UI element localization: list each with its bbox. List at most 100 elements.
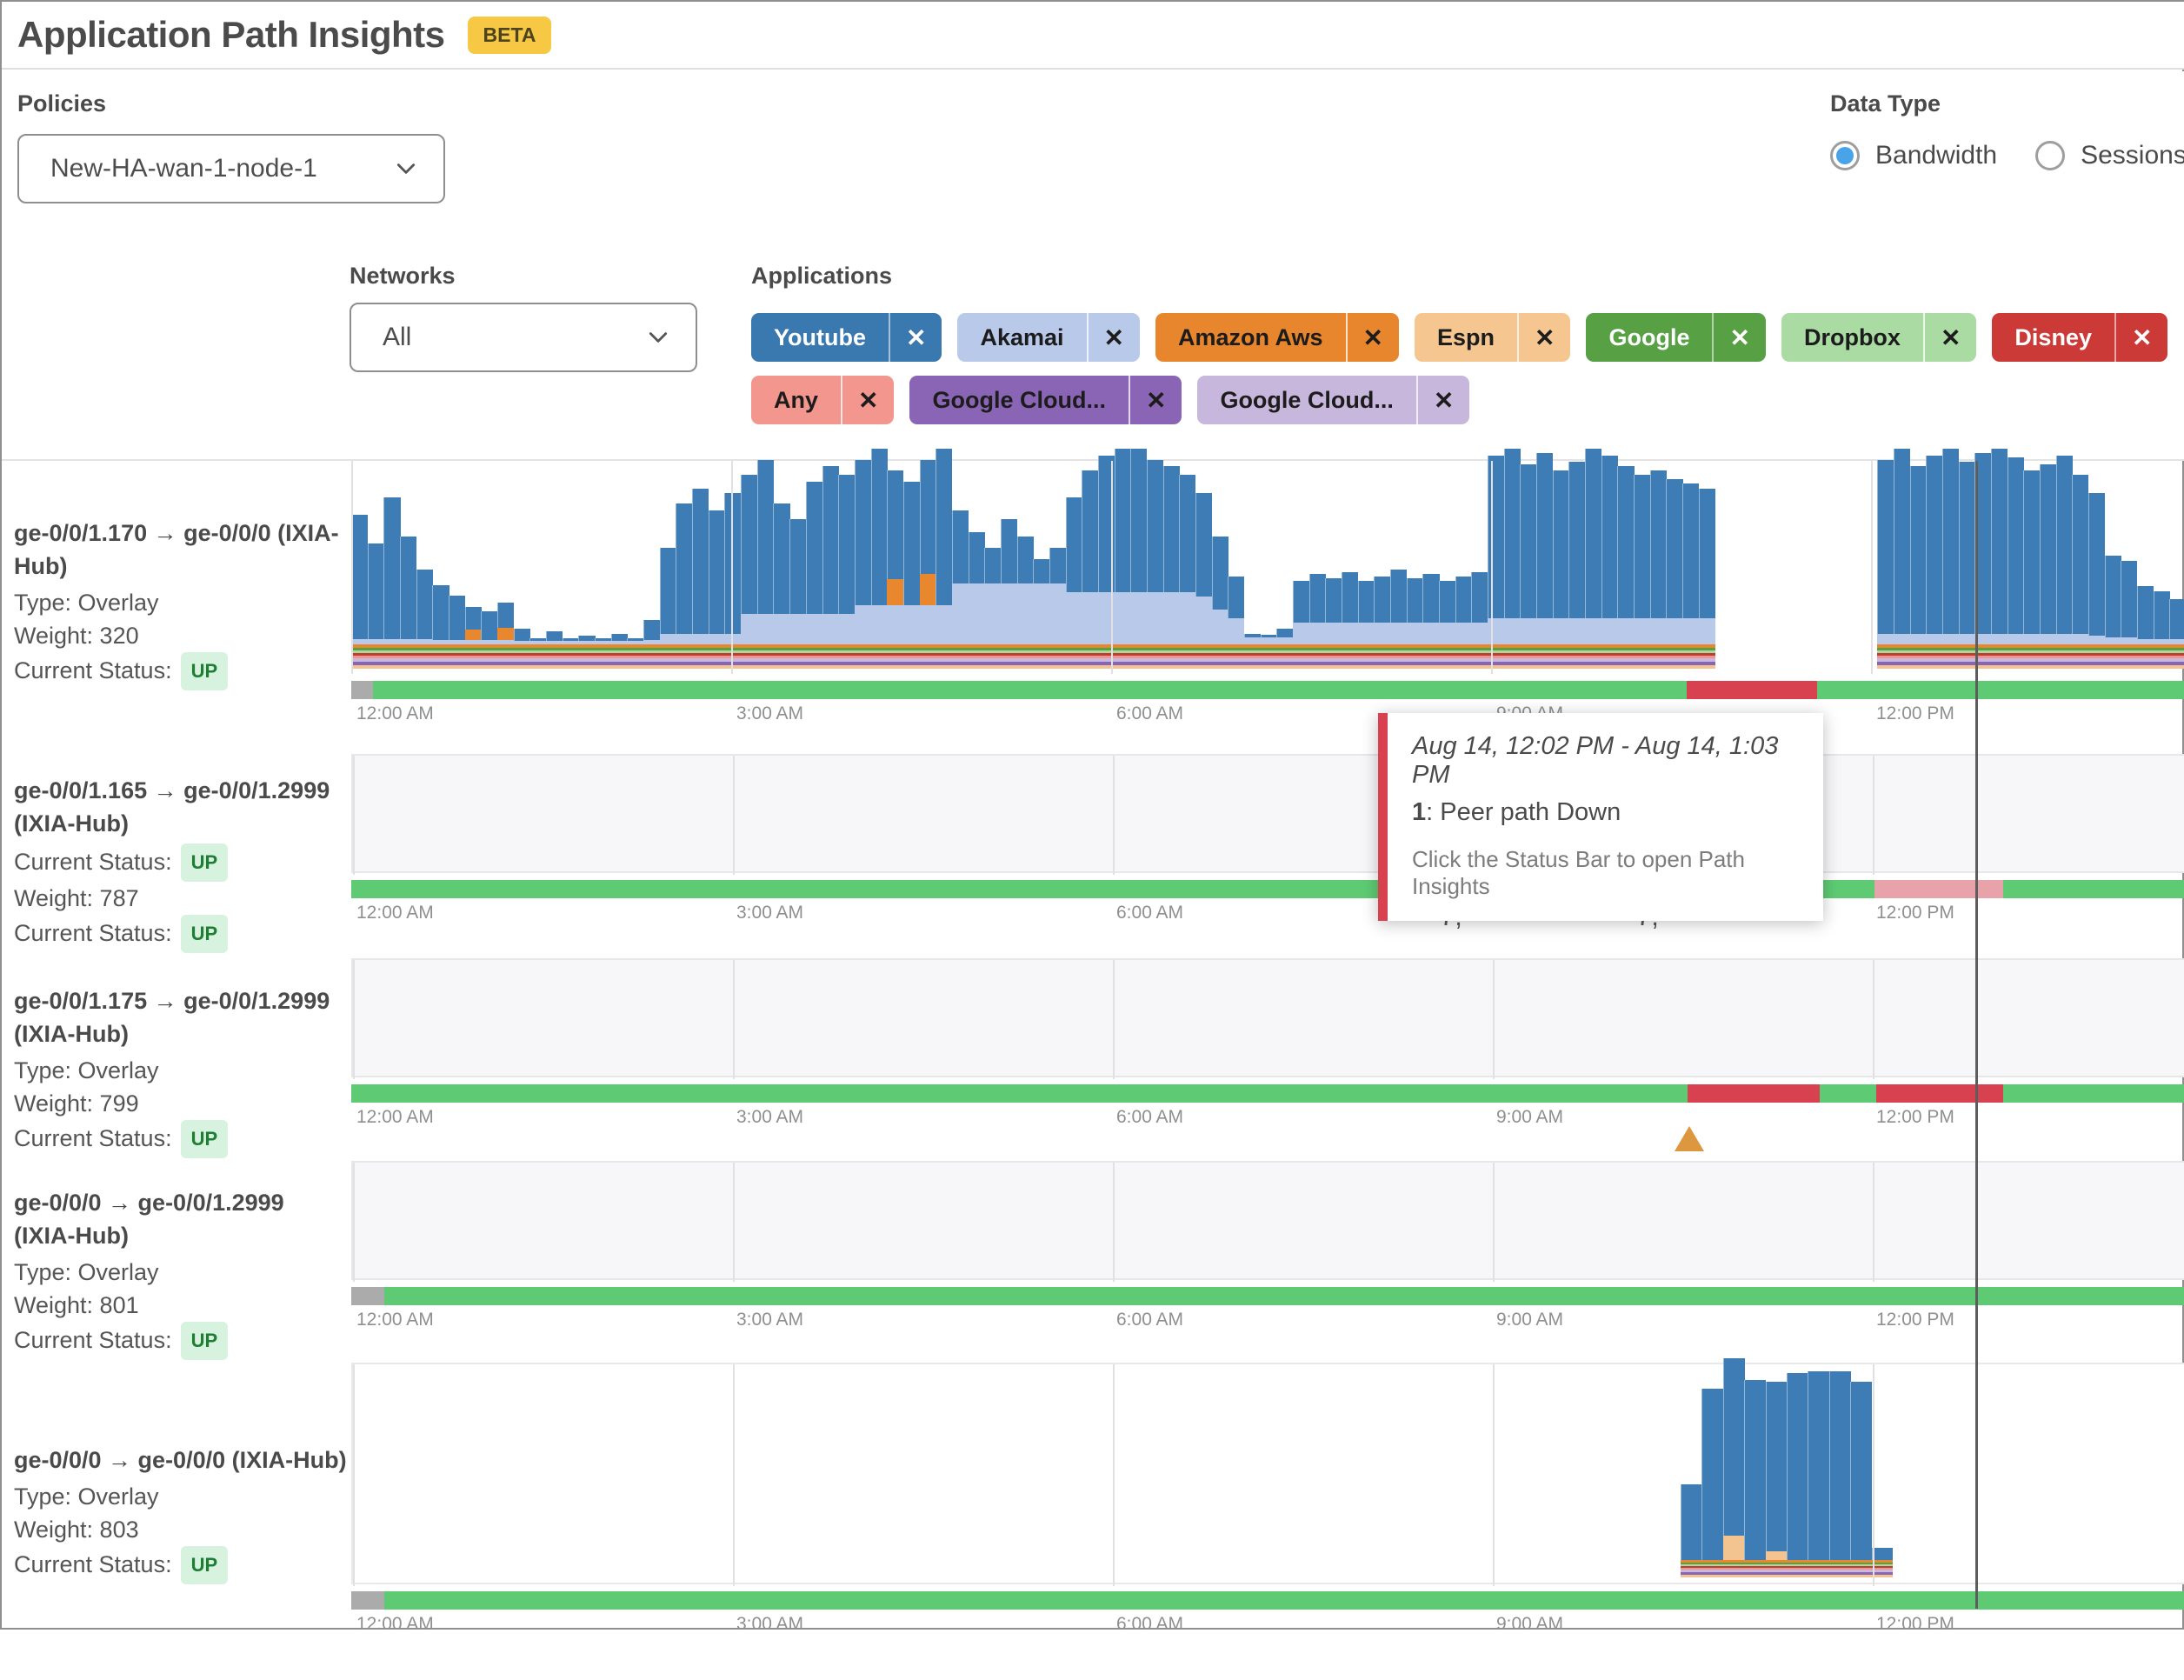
status-segment-green[interactable] — [373, 681, 1687, 699]
stacked-bar[interactable] — [1211, 537, 1228, 669]
stacked-bar[interactable] — [1228, 577, 1245, 669]
stacked-bar[interactable] — [887, 470, 904, 669]
stacked-bar[interactable] — [2007, 457, 2024, 669]
path-status-bar[interactable] — [351, 880, 2184, 898]
stacked-bar[interactable] — [870, 449, 888, 669]
sessions-radio[interactable] — [2035, 141, 2066, 170]
stacked-bar[interactable] — [919, 460, 936, 669]
stacked-bar[interactable] — [1958, 462, 1975, 669]
stacked-bar[interactable] — [1722, 1358, 1745, 1577]
application-chip-google[interactable]: Google ✕ — [1586, 313, 1766, 362]
stacked-bar[interactable] — [1325, 578, 1342, 669]
stacked-bar[interactable] — [1698, 489, 1715, 669]
stacked-bar[interactable] — [464, 607, 482, 669]
stacked-bar[interactable] — [1455, 577, 1472, 669]
policy-select[interactable]: New-HA-wan-1-node-1 — [17, 134, 445, 203]
stacked-bar[interactable] — [1520, 464, 1537, 669]
stacked-bar[interactable] — [1744, 1380, 1767, 1577]
stacked-bar[interactable] — [822, 466, 839, 669]
stacked-bar[interactable] — [1033, 559, 1050, 669]
stacked-bar[interactable] — [1601, 456, 1618, 669]
stacked-bar[interactable] — [578, 636, 596, 669]
stacked-bar[interactable] — [1000, 519, 1018, 669]
stacked-bar[interactable] — [1503, 449, 1521, 669]
stacked-bar[interactable] — [1114, 449, 1131, 669]
stacked-bar[interactable] — [1016, 537, 1034, 669]
stacked-bar[interactable] — [1893, 449, 1911, 669]
status-segment-green[interactable] — [2003, 1084, 2184, 1103]
stacked-bar[interactable] — [1552, 470, 1569, 669]
stacked-bar[interactable] — [1065, 497, 1082, 669]
stacked-bar[interactable] — [676, 503, 693, 669]
status-segment-green[interactable] — [384, 1287, 2184, 1305]
stacked-bar[interactable] — [1585, 449, 1602, 669]
stacked-bar[interactable] — [367, 543, 384, 669]
stacked-bar[interactable] — [351, 515, 369, 669]
stacked-bar[interactable] — [1082, 470, 1099, 669]
status-segment-red[interactable] — [1687, 681, 1817, 699]
bandwidth-plot[interactable] — [351, 449, 2184, 674]
stacked-bar[interactable] — [789, 519, 807, 669]
stacked-bar[interactable] — [2023, 470, 2041, 669]
stacked-bar[interactable] — [1260, 635, 1277, 669]
stacked-bar[interactable] — [1666, 479, 1683, 669]
stacked-bar[interactable] — [2104, 556, 2121, 669]
status-segment-gray[interactable] — [351, 1591, 384, 1610]
stacked-bar[interactable] — [400, 537, 417, 669]
status-segment-green[interactable] — [351, 880, 1688, 898]
stacked-bar[interactable] — [1342, 572, 1359, 669]
stacked-bar[interactable] — [2136, 586, 2154, 669]
stacked-bar[interactable] — [1828, 1371, 1851, 1577]
event-triangle-marker[interactable] — [1675, 1126, 1704, 1151]
stacked-bar[interactable] — [1850, 1382, 1873, 1577]
stacked-bar[interactable] — [627, 638, 644, 669]
stacked-bar[interactable] — [1765, 1382, 1788, 1577]
networks-select[interactable]: All — [350, 303, 697, 372]
chip-remove-icon[interactable]: ✕ — [1345, 313, 1399, 362]
path-status-bar[interactable] — [351, 1084, 2184, 1103]
stacked-bar[interactable] — [562, 638, 579, 669]
stacked-bar[interactable] — [951, 510, 969, 669]
stacked-bar[interactable] — [1701, 1389, 1724, 1577]
application-chip-akamai[interactable]: Akamai ✕ — [957, 313, 1140, 362]
chip-remove-icon[interactable]: ✕ — [1712, 313, 1765, 362]
stacked-bar[interactable] — [2087, 493, 2106, 669]
path-status-bar[interactable] — [351, 681, 2184, 699]
chip-remove-icon[interactable]: ✕ — [1415, 376, 1469, 424]
status-segment-pink[interactable] — [1874, 880, 2003, 898]
stacked-bar[interactable] — [1276, 629, 1294, 669]
application-chip-youtube[interactable]: Youtube ✕ — [751, 313, 942, 362]
stacked-bar[interactable] — [1357, 581, 1375, 669]
stacked-bar[interactable] — [1374, 577, 1391, 669]
stacked-bar[interactable] — [529, 638, 547, 669]
stacked-bar[interactable] — [1974, 453, 1992, 669]
stacked-bar[interactable] — [513, 629, 530, 669]
status-segment-gray[interactable] — [351, 1287, 384, 1305]
stacked-bar[interactable] — [984, 548, 1002, 669]
stacked-bar[interactable] — [805, 482, 822, 669]
chip-remove-icon[interactable]: ✕ — [1517, 313, 1570, 362]
stacked-bar[interactable] — [432, 585, 449, 669]
status-segment-red[interactable] — [1688, 1084, 1820, 1103]
stacked-bar[interactable] — [1162, 466, 1180, 669]
stacked-bar[interactable] — [838, 475, 856, 669]
stacked-bar[interactable] — [1471, 572, 1488, 669]
stacked-bar[interactable] — [854, 460, 872, 669]
stacked-bar[interactable] — [1877, 460, 1894, 669]
status-segment-green[interactable] — [351, 1084, 1688, 1103]
stacked-bar[interactable] — [1536, 453, 1554, 669]
path-status-bar[interactable] — [351, 1287, 2184, 1305]
application-chip-amazon-aws[interactable]: Amazon Aws ✕ — [1155, 313, 1399, 362]
chip-remove-icon[interactable]: ✕ — [1086, 313, 1140, 362]
application-chip-google-cloud[interactable]: Google Cloud... ✕ — [1197, 376, 1470, 424]
status-segment-green[interactable] — [1820, 1084, 1876, 1103]
stacked-bar[interactable] — [1488, 456, 1505, 669]
stacked-bar[interactable] — [1049, 548, 1067, 669]
chip-remove-icon[interactable]: ✕ — [841, 376, 894, 424]
stacked-bar[interactable] — [595, 638, 612, 669]
stacked-bar[interactable] — [1787, 1373, 1808, 1577]
stacked-bar[interactable] — [1195, 493, 1213, 669]
bandwidth-radio[interactable] — [1830, 141, 1860, 170]
stacked-bar[interactable] — [1634, 475, 1651, 669]
chip-remove-icon[interactable]: ✕ — [1922, 313, 1976, 362]
